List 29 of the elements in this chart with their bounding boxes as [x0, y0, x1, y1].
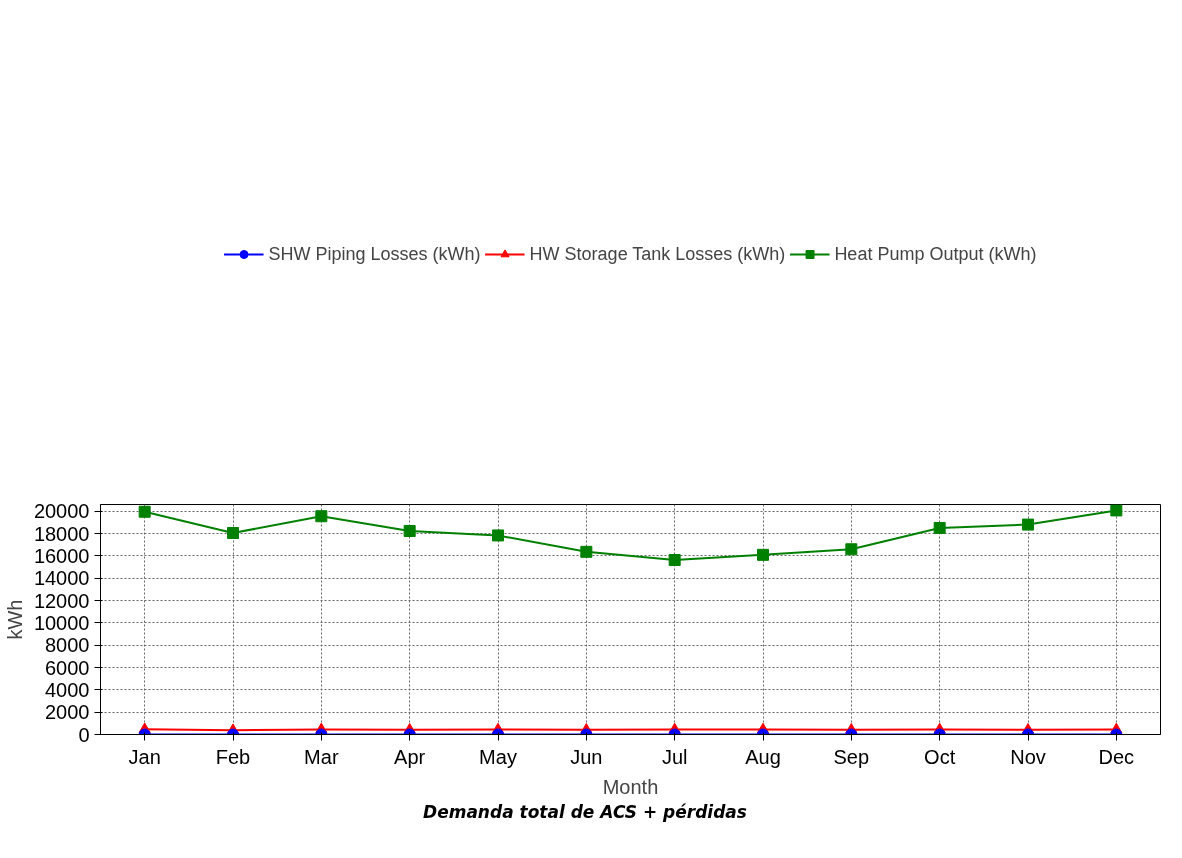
y-tick-label: 6000	[45, 656, 90, 679]
x-tick-label: Jul	[661, 745, 688, 768]
x-tick-label: Dec	[1098, 745, 1135, 768]
text: Demanda total de ACS + pérdidas	[423, 801, 747, 824]
y-tick-label: 18000	[33, 522, 90, 545]
x-tick-label: Jan	[128, 745, 161, 768]
legend-label: HW Storage Tank Losses (kWh)	[529, 243, 786, 265]
legend-label: SHW Piping Losses (kWh)	[268, 243, 481, 265]
x-axis-title: Month	[602, 775, 659, 798]
y-tick-label: 0	[78, 723, 90, 746]
y-axis-title: kWh	[3, 599, 26, 640]
x-tick-label: Oct	[924, 745, 956, 768]
x-tick-label: Feb	[215, 745, 251, 768]
y-tick-label: 8000	[45, 634, 90, 657]
y-tick-label: 4000	[45, 678, 90, 701]
legend-label: Heat Pump Output (kWh)	[834, 243, 1037, 265]
y-tick-label: 20000	[33, 500, 90, 523]
x-tick-label: May	[479, 745, 517, 768]
x-tick-label: Jun	[570, 745, 603, 768]
x-tick-label: Nov	[1010, 745, 1046, 768]
x-tick-label: Mar	[304, 745, 339, 768]
y-tick-label: 12000	[33, 589, 90, 612]
y-tick-label: 16000	[33, 544, 90, 567]
y-tick-label: 2000	[45, 701, 90, 724]
y-tick-label: 10000	[33, 611, 90, 634]
x-tick-label: Aug	[745, 745, 781, 768]
x-tick-label: Sep	[833, 745, 870, 768]
x-tick-label: Apr	[394, 745, 426, 768]
y-tick-label: 14000	[33, 567, 90, 590]
